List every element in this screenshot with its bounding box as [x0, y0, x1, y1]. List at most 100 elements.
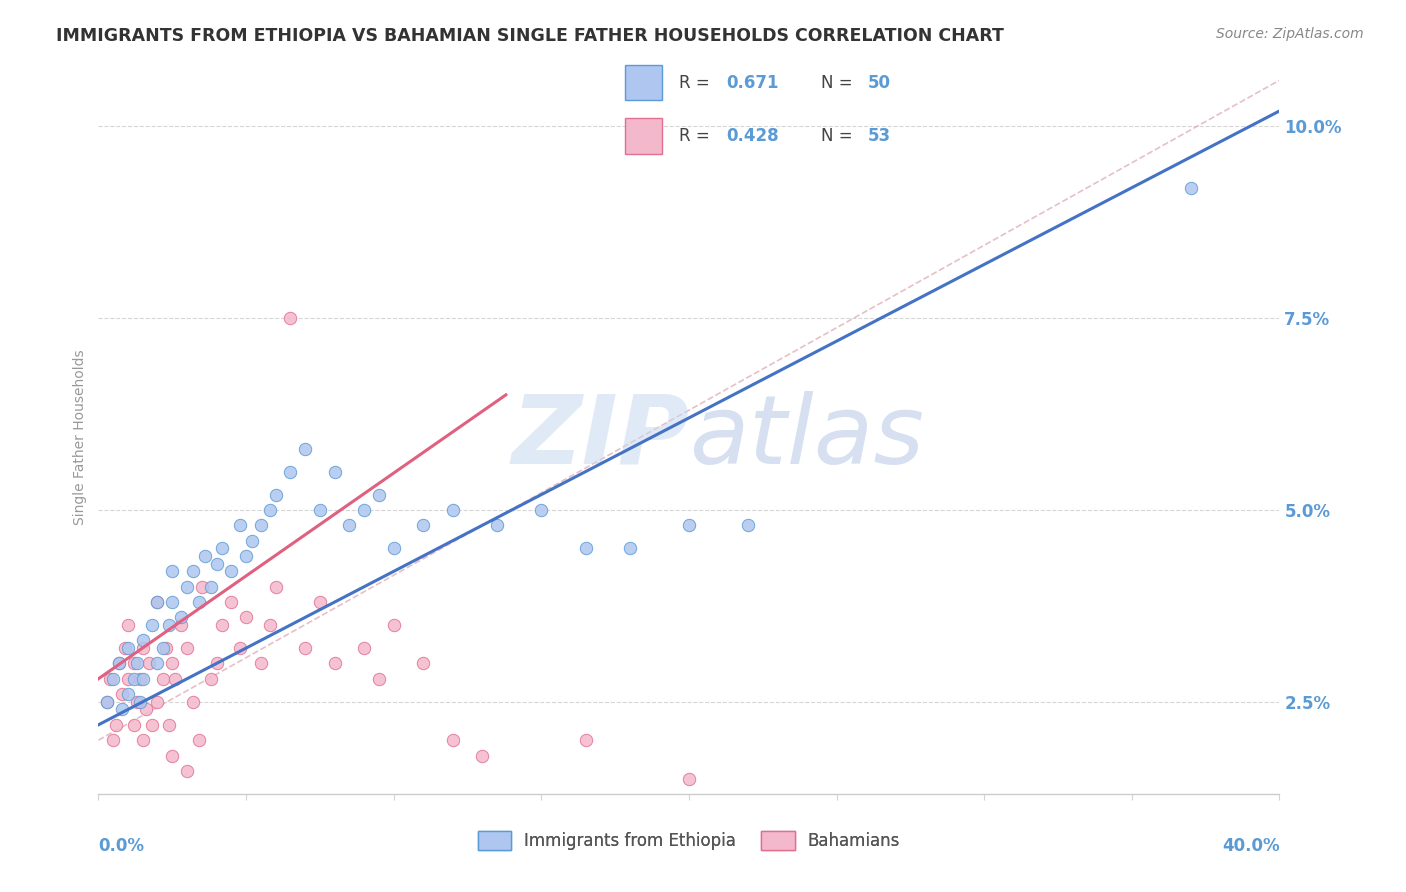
Point — [108, 657, 131, 671]
Point — [200, 580, 222, 594]
Point — [471, 748, 494, 763]
Text: atlas: atlas — [689, 391, 924, 483]
Point — [280, 465, 302, 479]
Point — [117, 618, 139, 632]
Point — [132, 733, 155, 747]
Point — [157, 618, 180, 632]
Point — [146, 657, 169, 671]
Point — [240, 533, 263, 548]
Point — [294, 641, 316, 656]
Text: N =: N = — [821, 73, 858, 92]
Point — [264, 580, 287, 594]
Point — [170, 618, 193, 632]
Point — [235, 610, 257, 624]
Point — [187, 595, 209, 609]
Text: N =: N = — [821, 127, 858, 145]
Point — [339, 518, 361, 533]
Point — [122, 657, 145, 671]
Point — [128, 695, 150, 709]
Point — [146, 695, 169, 709]
Point — [138, 657, 160, 671]
Point — [108, 657, 131, 671]
Point — [141, 618, 163, 632]
Point — [619, 541, 641, 556]
Point — [122, 672, 145, 686]
Point — [162, 595, 183, 609]
Point — [280, 311, 302, 326]
Point — [294, 442, 316, 456]
Point — [152, 641, 174, 656]
Point — [353, 503, 375, 517]
Point — [323, 657, 346, 671]
FancyBboxPatch shape — [626, 65, 662, 101]
Text: 0.428: 0.428 — [727, 127, 779, 145]
Point — [181, 565, 204, 579]
Legend: Immigrants from Ethiopia, Bahamians: Immigrants from Ethiopia, Bahamians — [471, 824, 907, 857]
Point — [575, 541, 598, 556]
Text: 50: 50 — [868, 73, 891, 92]
Point — [141, 718, 163, 732]
Point — [132, 672, 155, 686]
Point — [96, 695, 118, 709]
Point — [191, 580, 214, 594]
Text: R =: R = — [679, 73, 716, 92]
Text: ZIP: ZIP — [510, 391, 689, 483]
Point — [229, 641, 252, 656]
Point — [486, 518, 509, 533]
Point — [132, 641, 155, 656]
Point — [132, 633, 155, 648]
Point — [146, 595, 169, 609]
Text: 53: 53 — [868, 127, 891, 145]
Text: 40.0%: 40.0% — [1222, 837, 1279, 855]
Point — [412, 518, 434, 533]
Point — [441, 733, 464, 747]
Point — [309, 503, 332, 517]
Point — [128, 672, 150, 686]
Point — [103, 672, 125, 686]
Point — [264, 488, 287, 502]
Point — [155, 641, 177, 656]
FancyBboxPatch shape — [626, 119, 662, 154]
Point — [575, 733, 598, 747]
Point — [117, 687, 139, 701]
Point — [176, 764, 198, 778]
Text: 0.0%: 0.0% — [98, 837, 145, 855]
Point — [229, 518, 252, 533]
Point — [250, 518, 273, 533]
Point — [530, 503, 553, 517]
Point — [678, 518, 700, 533]
Point — [382, 618, 405, 632]
Point — [152, 672, 174, 686]
Point — [176, 580, 198, 594]
Point — [678, 772, 700, 786]
Point — [98, 672, 121, 686]
Point — [157, 718, 180, 732]
Point — [205, 657, 228, 671]
Point — [441, 503, 464, 517]
Y-axis label: Single Father Households: Single Father Households — [73, 350, 87, 524]
Point — [181, 695, 204, 709]
Text: 0.671: 0.671 — [727, 73, 779, 92]
Point — [114, 641, 136, 656]
Text: R =: R = — [679, 127, 716, 145]
Point — [353, 641, 375, 656]
Point — [117, 641, 139, 656]
Point — [117, 672, 139, 686]
Point — [96, 695, 118, 709]
Point — [368, 488, 391, 502]
Point — [111, 687, 134, 701]
Point — [221, 565, 243, 579]
Text: IMMIGRANTS FROM ETHIOPIA VS BAHAMIAN SINGLE FATHER HOUSEHOLDS CORRELATION CHART: IMMIGRANTS FROM ETHIOPIA VS BAHAMIAN SIN… — [56, 27, 1004, 45]
Point — [309, 595, 332, 609]
Point — [412, 657, 434, 671]
Point — [205, 557, 228, 571]
Point — [105, 718, 128, 732]
Point — [187, 733, 209, 747]
Point — [200, 672, 222, 686]
Point — [737, 518, 759, 533]
Point — [221, 595, 243, 609]
Point — [103, 733, 125, 747]
Text: Source: ZipAtlas.com: Source: ZipAtlas.com — [1216, 27, 1364, 41]
Point — [250, 657, 273, 671]
Point — [259, 618, 281, 632]
